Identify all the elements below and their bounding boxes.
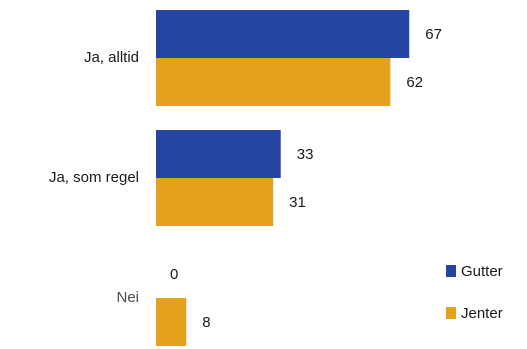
bar-jenter bbox=[156, 178, 274, 226]
data-label: 67 bbox=[425, 26, 442, 43]
legend: Gutter Jenter bbox=[446, 263, 503, 322]
data-label: 0 bbox=[170, 266, 178, 283]
category-label: Nei bbox=[116, 289, 139, 306]
legend-swatch bbox=[446, 307, 456, 319]
category-label: Ja, alltid bbox=[84, 49, 139, 66]
data-label: 62 bbox=[406, 74, 423, 91]
bars bbox=[156, 10, 410, 346]
legend-swatch bbox=[446, 265, 456, 277]
value-labels: 67 62 33 31 0 8 bbox=[170, 26, 442, 331]
data-label: 33 bbox=[297, 146, 314, 163]
legend-label: Gutter bbox=[461, 263, 503, 280]
bar-gutter bbox=[156, 10, 410, 58]
bar-jenter bbox=[156, 58, 391, 106]
data-label: 31 bbox=[289, 194, 306, 211]
category-labels: Ja, alltid Ja, som regel Nei bbox=[49, 49, 139, 306]
bar-gutter bbox=[156, 130, 281, 178]
data-label: 8 bbox=[202, 314, 210, 331]
category-label: Ja, som regel bbox=[49, 169, 139, 186]
bar-jenter bbox=[156, 298, 187, 346]
legend-label: Jenter bbox=[461, 305, 503, 322]
